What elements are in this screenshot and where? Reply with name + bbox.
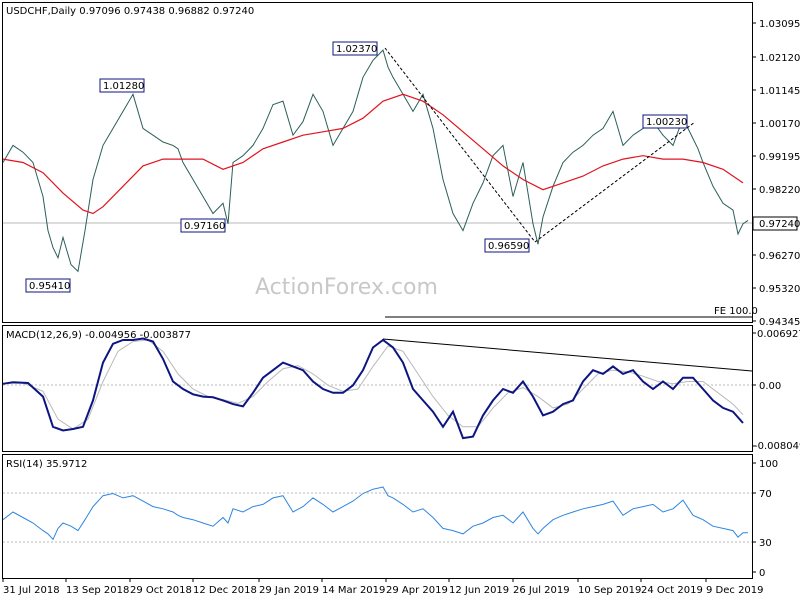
label-0-9659: 0.96590 [484, 238, 530, 253]
dashed-trend-2 [534, 121, 696, 243]
x-tick-label: 12 Jun 2019 [449, 585, 509, 596]
x-tick-label: 31 Jul 2018 [3, 585, 60, 596]
dashed-trend-1 [384, 47, 536, 243]
x-tick-label: 14 Mar 2019 [322, 585, 385, 596]
x-tick-label: 24 Oct 2019 [641, 585, 703, 596]
macd-tick-label: 0.006927 [757, 329, 800, 340]
rsi-panel-frame [2, 454, 753, 579]
price-tick-label: 0.94345 [759, 317, 800, 328]
price-y-axis: 1.03095 1.02120 1.01145 1.00170 0.99195 … [752, 19, 800, 328]
rsi-y-axis: 100 70 30 0 [752, 459, 778, 579]
x-axis: 31 Jul 2018 13 Sep 2018 29 Oct 2018 12 D… [2, 578, 764, 596]
rsi-tick-label: 100 [759, 459, 778, 470]
price-tick-label: 0.95320 [759, 284, 800, 295]
x-tick-label: 29 Apr 2019 [386, 585, 448, 596]
label-0-9716: 0.97160 [180, 218, 226, 233]
price-tick-label: 0.96270 [759, 251, 800, 262]
price-tick-label: 0.99195 [759, 152, 800, 163]
label-1-0128-text: 1.01280 [103, 81, 144, 92]
label-1-0237-text: 1.02370 [336, 44, 377, 55]
rsi-tick-label: 0 [759, 568, 765, 579]
rsi-tick-label: 30 [759, 538, 772, 549]
price-line [2, 49, 749, 273]
label-0-9541-text: 0.95410 [29, 281, 70, 292]
x-tick-label: 26 Jul 2019 [513, 585, 570, 596]
x-tick-label: 29 Jan 2019 [259, 585, 319, 596]
x-tick-label: 9 Dec 2019 [706, 585, 764, 596]
macd-trendline [382, 338, 753, 372]
label-1-0023: 1.00230 [642, 114, 688, 129]
rsi-title: RSI(14) 35.9712 [6, 459, 87, 470]
x-tick-label: 10 Sep 2019 [578, 585, 641, 596]
price-tick-label: 0.98220 [759, 185, 800, 196]
price-tick-label: 1.03095 [759, 19, 800, 30]
x-tick-label: 12 Dec 2018 [193, 585, 257, 596]
label-1-0023-text: 1.00230 [646, 117, 687, 128]
label-0-9659-text: 0.96590 [488, 241, 529, 252]
x-tick-label: 29 Oct 2018 [130, 585, 192, 596]
rsi-line [2, 486, 748, 541]
label-0-9541: 0.95410 [25, 278, 71, 293]
current-price-tag-text: 0.97240 [759, 219, 800, 230]
price-tick-label: 1.02120 [759, 53, 800, 64]
label-0-9716-text: 0.97160 [184, 221, 225, 232]
macd-line [2, 337, 744, 440]
price-title: USDCHF,Daily 0.97096 0.97438 0.96882 0.9… [6, 6, 254, 17]
rsi-tick-label: 70 [759, 489, 772, 500]
price-panel-frame [2, 2, 753, 323]
price-tick-label: 1.00170 [759, 119, 800, 130]
watermark: ActionForex.com [255, 275, 438, 300]
label-1-0237: 1.02370 [332, 41, 378, 56]
macd-signal-line [2, 339, 744, 430]
moving-average-line [2, 93, 744, 215]
current-price-tag: 0.97240 [752, 216, 800, 231]
macd-y-axis: 0.006927 0.00 -0.008049 [752, 329, 800, 452]
macd-tick-label: 0.00 [759, 381, 781, 392]
macd-title: MACD(12,26,9) -0.004956 -0.003877 [6, 330, 191, 341]
macd-panel-frame [2, 325, 753, 452]
label-1-0128: 1.01280 [99, 78, 145, 93]
fe-label: FE 100.0 [714, 306, 758, 317]
x-tick-label: 13 Sep 2018 [66, 585, 129, 596]
price-tick-label: 1.01145 [759, 86, 800, 97]
macd-tick-label: -0.008049 [754, 441, 800, 452]
